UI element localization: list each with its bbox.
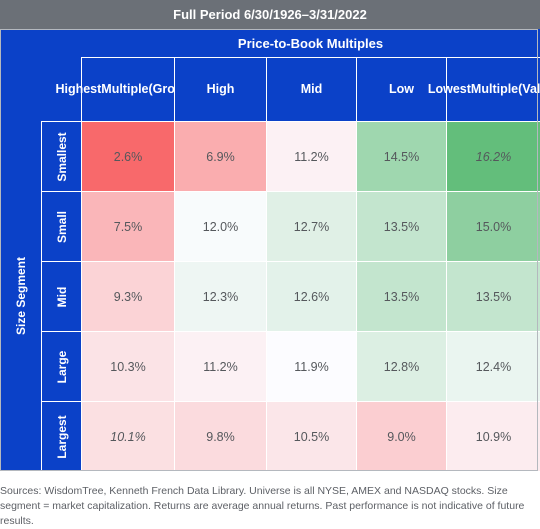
heatmap-cell: 12.7%	[266, 191, 356, 261]
heatmap-cell: 11.9%	[266, 331, 356, 401]
row-header: Largest	[41, 401, 81, 471]
heatmap-cell: 13.5%	[356, 261, 446, 331]
heatmap-cell: 12.3%	[174, 261, 266, 331]
column-header: Mid	[266, 57, 356, 121]
header-corner	[0, 29, 81, 121]
row-header: Smallest	[41, 121, 81, 191]
row-header-label: Small	[54, 210, 69, 243]
row-header-label: Large	[54, 350, 69, 383]
heatmap-cell: 11.2%	[174, 331, 266, 401]
column-header: Low	[356, 57, 446, 121]
heatmap-cell: 9.3%	[81, 261, 174, 331]
chart-title: Full Period 6/30/1926–3/31/2022	[0, 0, 540, 29]
source-footnote: Sources: WisdomTree, Kenneth French Data…	[0, 485, 525, 527]
row-header: Mid	[41, 261, 81, 331]
heatmap-cell: 12.4%	[446, 331, 540, 401]
heatmap-cell: 13.5%	[356, 191, 446, 261]
heatmap-cell: 16.2%	[446, 121, 540, 191]
heatmap-cell: 13.5%	[446, 261, 540, 331]
column-group-label: Price-to-Book Multiples	[81, 29, 540, 57]
row-header-label: Smallest	[54, 131, 69, 182]
row-header-label: Largest	[54, 414, 69, 459]
heatmap-cell: 12.0%	[174, 191, 266, 261]
heatmap-cell: 2.6%	[81, 121, 174, 191]
row-header: Small	[41, 191, 81, 261]
heatmap-cell: 9.8%	[174, 401, 266, 471]
heatmap-cell: 11.2%	[266, 121, 356, 191]
row-header: Large	[41, 331, 81, 401]
heatmap-cell: 9.0%	[356, 401, 446, 471]
column-header: High	[174, 57, 266, 121]
heatmap-cell: 7.5%	[81, 191, 174, 261]
heatmap-cell: 12.8%	[356, 331, 446, 401]
row-header-label: Mid	[54, 286, 69, 307]
heatmap-cell: 10.5%	[266, 401, 356, 471]
row-group-label: Size Segment	[13, 256, 28, 336]
heatmap-cell: 14.5%	[356, 121, 446, 191]
heatmap-cell: 10.3%	[81, 331, 174, 401]
heatmap-cell: 10.9%	[446, 401, 540, 471]
heatmap-cell: 10.1%	[81, 401, 174, 471]
returns-heatmap: Full Period 6/30/1926–3/31/2022 Price-to…	[0, 0, 540, 471]
heatmap-cell: 12.6%	[266, 261, 356, 331]
heatmap-cell: 15.0%	[446, 191, 540, 261]
heatmap-cell: 6.9%	[174, 121, 266, 191]
row-group-axis: Size Segment	[0, 121, 41, 471]
